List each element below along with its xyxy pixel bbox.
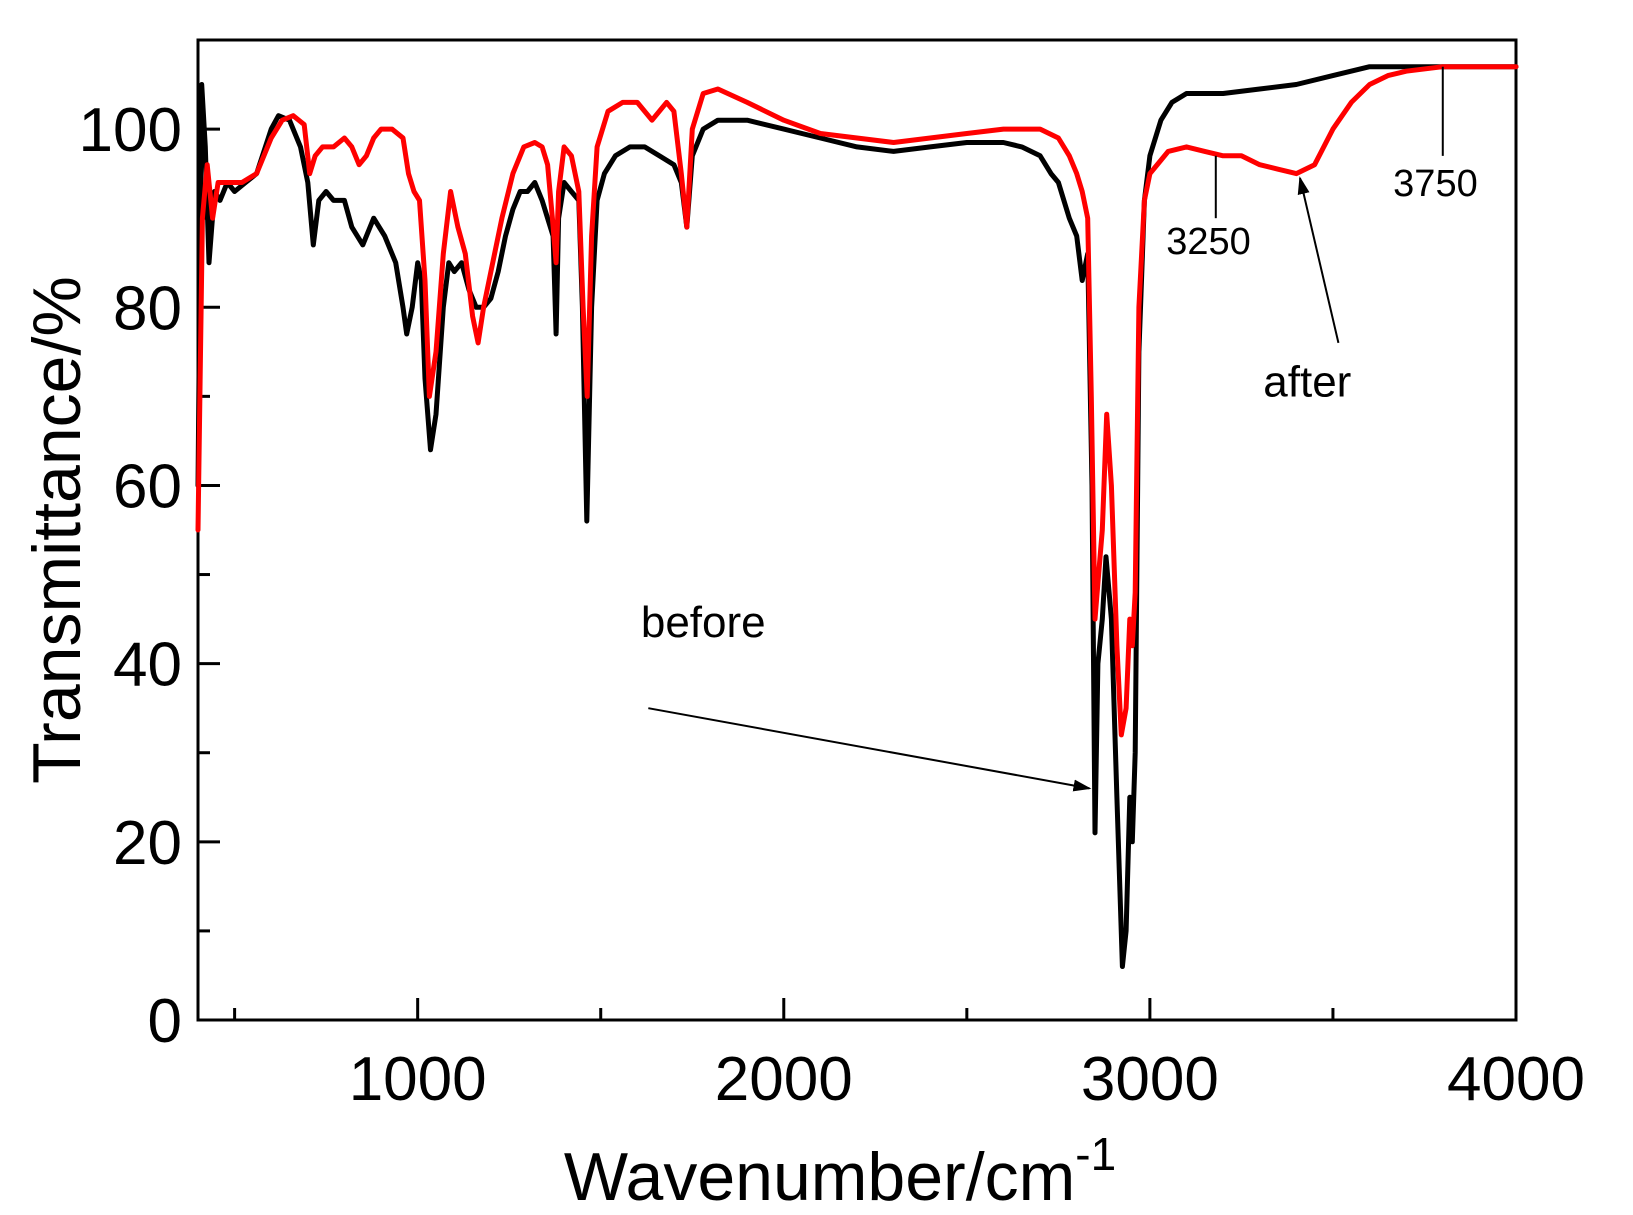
y-tick-labels: 0 20 40 60 80 100 [79,96,182,1056]
annotation-label-after: after [1263,357,1351,406]
series-layer [195,64,1519,969]
y-tick-label: 20 [113,809,182,878]
x-tick-label: 2000 [715,1045,853,1114]
annotation-label-before: before [641,598,766,647]
y-axis-title: Transmittance/% [19,276,95,784]
annotation-arrow-before [648,707,1092,792]
annotation-arrow-after [1297,176,1340,344]
annotation-label-3250: 3250 [1166,221,1251,263]
x-axis-title-text: Wavenumber/cm [564,1139,1075,1215]
y-tick-label: 100 [79,96,182,165]
annotation-layer: before after 3250 3750 [641,66,1478,792]
series-line-before [195,64,1519,969]
tick-marks [198,127,1518,1022]
x-axis-title: Wavenumber/cm-1 [564,1128,1116,1215]
plot-frame [196,38,1518,1022]
y-tick-label: 0 [148,987,182,1056]
y-tick-label: 40 [113,631,182,700]
x-tick-label: 3000 [1081,1045,1219,1114]
y-tick-label: 80 [113,274,182,343]
series-line-after [195,64,1519,738]
y-tick-label: 60 [113,452,182,521]
x-tick-label: 1000 [349,1045,487,1114]
x-tick-label: 4000 [1447,1045,1585,1114]
x-axis-title-superscript: -1 [1075,1128,1116,1180]
annotation-label-3750: 3750 [1393,163,1478,205]
x-tick-labels: 1000 2000 3000 4000 [349,1045,1585,1114]
